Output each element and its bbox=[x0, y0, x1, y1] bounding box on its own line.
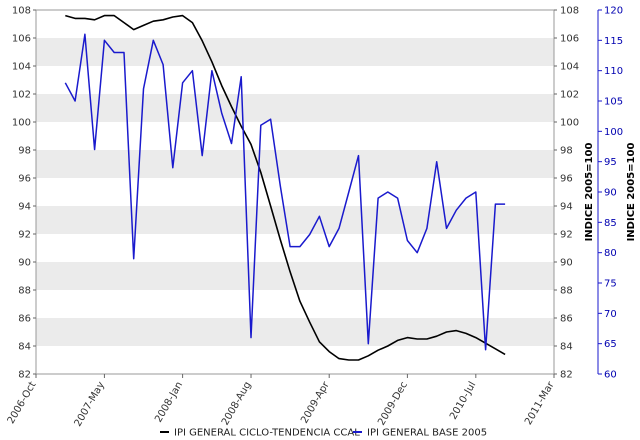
grid-band bbox=[36, 150, 554, 178]
right-inner-axis: 82 84 86 88 90 92 94 96 98 100 102 104 106 108 bbox=[554, 6, 579, 381]
right-outer-axis: 60 65 70 75 80 85 90 95 100 105 110 115 120 bbox=[598, 6, 623, 381]
right-inner-tick-label: 88 bbox=[560, 286, 573, 297]
left-tick-label: 102 bbox=[12, 90, 31, 101]
grid-band bbox=[36, 206, 554, 234]
left-tick-label: 92 bbox=[18, 230, 31, 241]
x-tick-label: 2009-Dec bbox=[376, 380, 410, 427]
left-tick-label: 100 bbox=[12, 118, 31, 129]
right-outer-tick-label: 115 bbox=[604, 36, 623, 47]
right-inner-tick-label: 96 bbox=[560, 174, 573, 185]
right-outer-tick-label: 110 bbox=[604, 66, 623, 77]
right-inner-tick-label: 92 bbox=[560, 230, 573, 241]
series-line bbox=[65, 14, 506, 361]
x-tick-label: 2008-Jan bbox=[153, 380, 185, 424]
x-tick-label: 2008-Aug bbox=[220, 380, 254, 427]
right-outer-axis-title: INDICE 2005=100 bbox=[626, 143, 637, 242]
right-inner-tick-label: 104 bbox=[560, 62, 579, 73]
right-outer-tick-label: 105 bbox=[604, 97, 623, 108]
grid-bands bbox=[36, 38, 554, 346]
left-tick-label: 104 bbox=[12, 62, 31, 73]
left-tick-label: 88 bbox=[18, 286, 31, 297]
left-tick-label: 108 bbox=[12, 6, 31, 17]
left-axis: 82 84 86 88 90 92 94 96 98 100 102 104 106 108 bbox=[12, 6, 36, 381]
left-tick-label: 94 bbox=[18, 202, 31, 213]
right-outer-tick-label: 120 bbox=[604, 6, 623, 17]
x-tick-label: 2006-Oct bbox=[6, 380, 39, 426]
right-inner-tick-label: 94 bbox=[560, 202, 573, 213]
right-inner-tick-label: 82 bbox=[560, 370, 573, 381]
left-tick-label: 86 bbox=[18, 314, 31, 325]
right-outer-tick-label: 100 bbox=[604, 127, 623, 138]
right-inner-tick-label: 90 bbox=[560, 258, 573, 269]
grid-band bbox=[36, 94, 554, 122]
right-outer-tick-label: 70 bbox=[604, 309, 617, 320]
right-inner-tick-label: 102 bbox=[560, 90, 579, 101]
right-outer-tick-label: 85 bbox=[604, 218, 617, 229]
right-inner-tick-label: 86 bbox=[560, 314, 573, 325]
x-axis: 2006-Oct 2007-May 2008-Jan 2008-Aug 2009-Apr… bbox=[6, 374, 557, 429]
right-inner-tick-label: 106 bbox=[560, 34, 579, 45]
series-line bbox=[64, 33, 506, 351]
legend-label: IPI GENERAL CICLO-TENDENCIA CCAL bbox=[174, 428, 360, 439]
x-tick-label: 2010-Jul bbox=[448, 380, 478, 422]
left-tick-label: 84 bbox=[18, 342, 31, 353]
left-tick-label: 98 bbox=[18, 146, 31, 157]
left-tick-label: 106 bbox=[12, 34, 31, 45]
right-outer-tick-label: 65 bbox=[604, 339, 617, 350]
right-outer-tick-label: 75 bbox=[604, 279, 617, 290]
right-outer-tick-label: 95 bbox=[604, 157, 617, 168]
x-tick-label: 2009-Apr bbox=[299, 379, 332, 425]
right-outer-tick-label: 90 bbox=[604, 188, 617, 199]
left-tick-label: 82 bbox=[18, 370, 31, 381]
right-outer-tick-label: 60 bbox=[604, 370, 617, 381]
x-tick-label: 2011-Mar bbox=[523, 379, 557, 427]
grid-band bbox=[36, 318, 554, 346]
right-outer-tick-label: 80 bbox=[604, 248, 617, 259]
right-inner-tick-label: 108 bbox=[560, 6, 579, 17]
legend: IPI GENERAL CICLO-TENDENCIA CCAL IPI GENE… bbox=[160, 428, 487, 439]
right-inner-axis-title: INDICE 2005=100 bbox=[584, 143, 595, 242]
series-lines bbox=[64, 14, 506, 361]
right-inner-tick-label: 100 bbox=[560, 118, 579, 129]
left-tick-label: 90 bbox=[18, 258, 31, 269]
plot-frame bbox=[35, 9, 555, 375]
legend-label: IPI GENERAL BASE 2005 bbox=[367, 428, 487, 439]
left-tick-label: 96 bbox=[18, 174, 31, 185]
x-tick-label: 2007-May bbox=[73, 380, 107, 429]
right-inner-tick-label: 98 bbox=[560, 146, 573, 157]
right-inner-tick-label: 84 bbox=[560, 342, 573, 353]
